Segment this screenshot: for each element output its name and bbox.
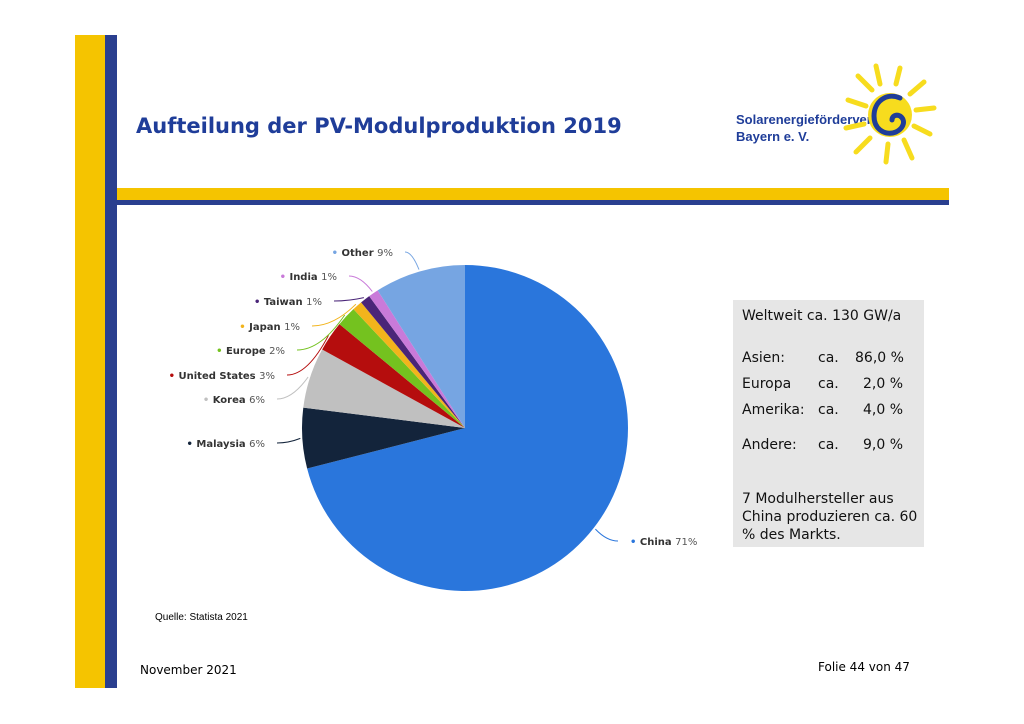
slide-title: Aufteilung der PV-Modulproduktion 2019 bbox=[136, 114, 622, 138]
pie-slice-taiwan bbox=[361, 296, 465, 428]
region-label: Europa bbox=[742, 376, 792, 392]
leader-line bbox=[595, 528, 619, 542]
share-value: 2,0 % bbox=[863, 376, 904, 392]
source-note: Quelle: Statista 2021 bbox=[155, 612, 248, 623]
pie-slice-united-states bbox=[322, 324, 465, 428]
approx-label: ca. bbox=[818, 437, 839, 453]
summary-row-america: Amerika: ca. 4,0 % bbox=[733, 402, 924, 420]
sun-logo-icon bbox=[843, 63, 937, 165]
leader-line bbox=[286, 335, 329, 376]
pie-slice-japan bbox=[353, 302, 465, 428]
slice-label-japan: • Japan 1% bbox=[239, 322, 300, 333]
region-label: Andere: bbox=[742, 437, 797, 453]
pie-slice-malaysia bbox=[302, 407, 465, 469]
left-accent-bar-blue bbox=[105, 35, 117, 688]
slice-label-india: • India 1% bbox=[280, 272, 337, 283]
region-label: Asien: bbox=[742, 350, 785, 366]
pie-slice-china bbox=[307, 265, 628, 591]
summary-row-asia: Asien: ca. 86,0 % bbox=[733, 350, 924, 368]
leader-line bbox=[276, 376, 309, 400]
footer-page-number: Folie 44 von 47 bbox=[818, 660, 910, 674]
summary-note: 7 Modulhersteller aus China produzieren … bbox=[742, 491, 918, 543]
share-value: 9,0 % bbox=[863, 437, 904, 453]
slice-label-other: • Other 9% bbox=[332, 248, 393, 259]
pie-chart: • China 71% • Malaysia 6% • Korea 6% • Unit… bbox=[169, 248, 697, 591]
pie-slice-india bbox=[369, 290, 465, 428]
summary-row-other: Andere: ca. 9,0 % bbox=[733, 437, 924, 455]
left-accent-bar-yellow bbox=[75, 35, 105, 688]
leader-line bbox=[404, 251, 420, 270]
slice-label-europe: • Europe 2% bbox=[216, 346, 285, 357]
slice-label-korea: • Korea 6% bbox=[203, 395, 265, 406]
leader-line bbox=[311, 303, 357, 327]
header-divider-yellow bbox=[117, 188, 949, 200]
slice-label-malaysia: • Malaysia 6% bbox=[187, 439, 265, 450]
summary-box: Weltweit ca. 130 GW/a Asien: ca. 86,0 % … bbox=[733, 300, 924, 547]
approx-label: ca. bbox=[818, 376, 839, 392]
header-divider-blue bbox=[117, 200, 949, 205]
share-value: 4,0 % bbox=[863, 402, 904, 418]
leader-line bbox=[333, 297, 365, 302]
logo-line-1: Solarenergieförderverein bbox=[736, 112, 891, 127]
region-label: Amerika: bbox=[742, 402, 805, 418]
pie-slice-korea bbox=[303, 349, 465, 428]
share-value: 86,0 % bbox=[855, 350, 904, 366]
pie-slice-other bbox=[377, 265, 465, 428]
leader-line bbox=[348, 275, 373, 292]
logo-line-2: Bayern e. V. bbox=[736, 129, 810, 144]
approx-label: ca. bbox=[818, 350, 839, 366]
approx-label: ca. bbox=[818, 402, 839, 418]
slice-label-united-states: • United States 3% bbox=[169, 371, 275, 382]
logo-text: Solarenergieförderverein Bayern e. V. bbox=[736, 111, 891, 145]
summary-row-europe: Europa ca. 2,0 % bbox=[733, 376, 924, 394]
leader-line bbox=[276, 437, 301, 444]
leader-line bbox=[296, 314, 346, 351]
summary-headline: Weltweit ca. 130 GW/a bbox=[742, 308, 902, 324]
slice-label-taiwan: • Taiwan 1% bbox=[254, 297, 322, 308]
footer-date: November 2021 bbox=[140, 663, 237, 677]
slice-label-china: • China 71% bbox=[630, 537, 697, 548]
pie-slice-europe bbox=[339, 309, 465, 428]
